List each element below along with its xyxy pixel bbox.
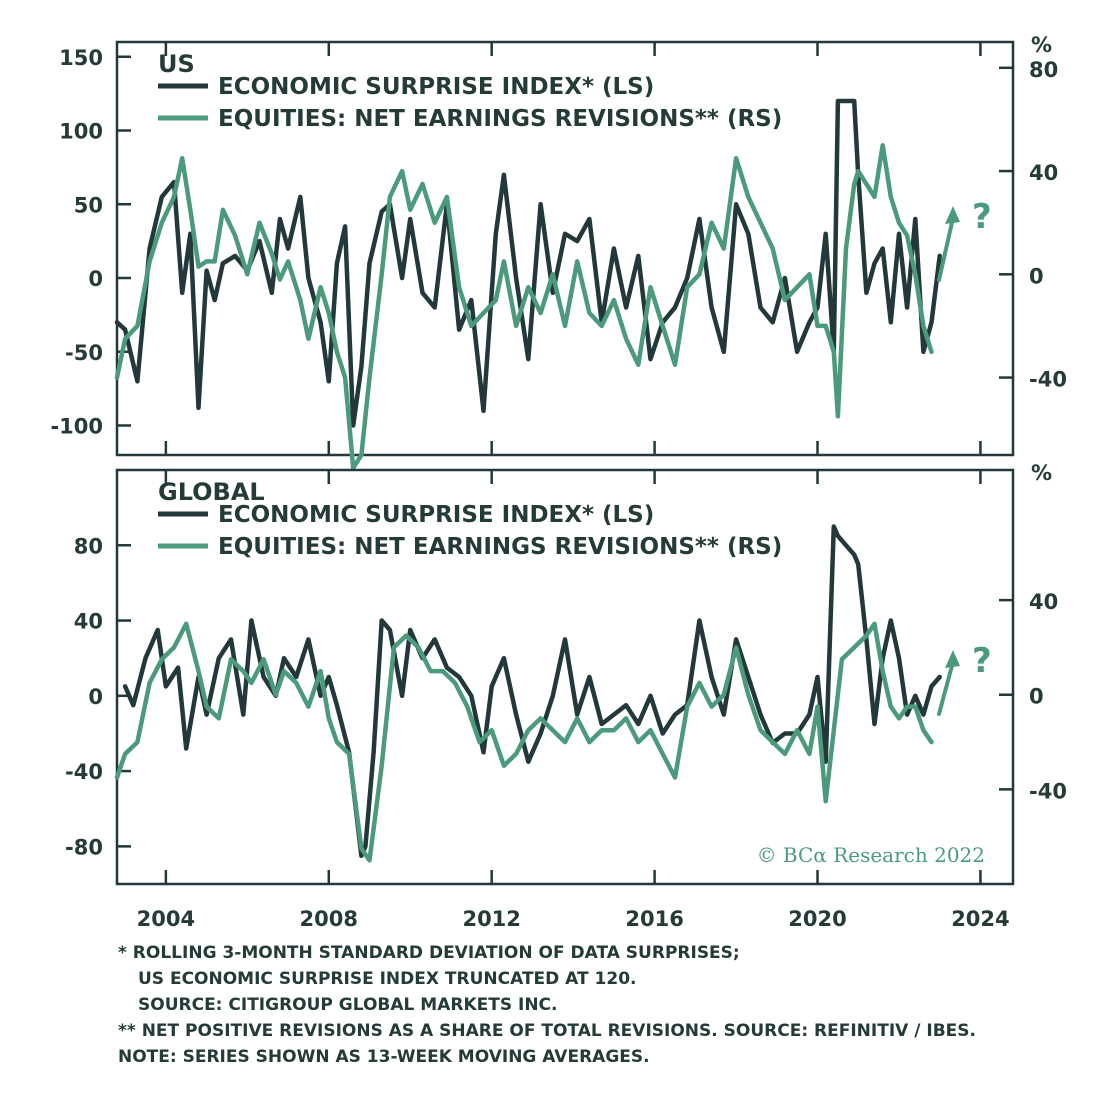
- global-economic-surprise-line: [122, 524, 942, 859]
- x-tick-label: 2020: [788, 907, 846, 931]
- us-earnings-revisions-line: [114, 143, 934, 471]
- global-annotation: ?: [972, 641, 992, 681]
- global-left-tick-label: 40: [74, 610, 103, 634]
- us-left-tick-label: -50: [65, 341, 103, 365]
- us-arrow-shaft: [937, 216, 955, 282]
- global-arrow-shaft: [937, 660, 955, 716]
- us-right-tick-label: 0: [1029, 264, 1044, 288]
- us-legend-label-2: EQUITIES: NET EARNINGS REVISIONS** (RS): [218, 106, 782, 132]
- global-right-tick-label: 0: [1029, 685, 1044, 709]
- us-plot-frame: [115, 40, 1015, 457]
- x-tick-label: 2004: [137, 907, 195, 931]
- us-left-tick-label: 100: [59, 120, 103, 144]
- global-earnings-revisions-line: [114, 621, 934, 863]
- us-left-tick-label: 50: [74, 193, 103, 217]
- global-left-tick-label: 80: [74, 534, 103, 558]
- global-arrow-head: [945, 650, 960, 668]
- us-annotation: ?: [972, 197, 992, 237]
- us-left-tick-label: 150: [59, 46, 103, 70]
- us-economic-surprise-line: [114, 98, 942, 428]
- footnote-2: US ECONOMIC SURPRISE INDEX TRUNCATED AT …: [138, 969, 637, 989]
- footnote-3: SOURCE: CITIGROUP GLOBAL MARKETS INC.: [138, 995, 558, 1015]
- us-right-unit: %: [1031, 33, 1052, 57]
- us-left-tick-label: -100: [50, 415, 103, 439]
- x-tick-label: 2024: [951, 907, 1009, 931]
- us-legend-label-1: ECONOMIC SURPRISE INDEX* (LS): [218, 74, 654, 100]
- copyright: © BCα Research 2022: [757, 843, 985, 867]
- global-right-tick-label: 40: [1029, 590, 1058, 614]
- footnote-4: ** NET POSITIVE REVISIONS AS A SHARE OF …: [118, 1021, 976, 1041]
- x-tick-label: 2008: [300, 907, 358, 931]
- x-tick-label: 2016: [625, 907, 683, 931]
- footnotes: * ROLLING 3-MONTH STANDARD DEVIATION OF …: [118, 940, 1098, 1070]
- us-right-tick-label: 80: [1029, 58, 1058, 82]
- us-right-tick-label: -40: [1029, 368, 1067, 392]
- global-right-unit: %: [1031, 461, 1052, 485]
- us-panel-title: US: [158, 50, 195, 78]
- global-panel-title: GLOBAL: [158, 478, 265, 506]
- global-left-tick-label: 0: [88, 685, 103, 709]
- global-legend-label-2: EQUITIES: NET EARNINGS REVISIONS** (RS): [218, 534, 782, 560]
- footnote-1: * ROLLING 3-MONTH STANDARD DEVIATION OF …: [118, 943, 740, 963]
- global-plot-frame: [115, 468, 1015, 886]
- global-left-tick-label: -80: [65, 835, 103, 859]
- us-arrow-head: [945, 206, 960, 224]
- us-left-tick-label: 0: [88, 267, 103, 291]
- footnote-5: NOTE: SERIES SHOWN AS 13-WEEK MOVING AVE…: [118, 1047, 650, 1067]
- global-legend-label-1: ECONOMIC SURPRISE INDEX* (LS): [218, 502, 654, 528]
- chart-canvas: 150 100 50 0 -50 -100 80 40 0 -40% US ECONOMIC SURP…: [50, 33, 1067, 931]
- global-left-tick-label: -40: [65, 760, 103, 784]
- us-right-tick-label: 40: [1029, 161, 1058, 185]
- global-right-tick-label: -40: [1029, 779, 1067, 803]
- x-tick-label: 2012: [462, 907, 520, 931]
